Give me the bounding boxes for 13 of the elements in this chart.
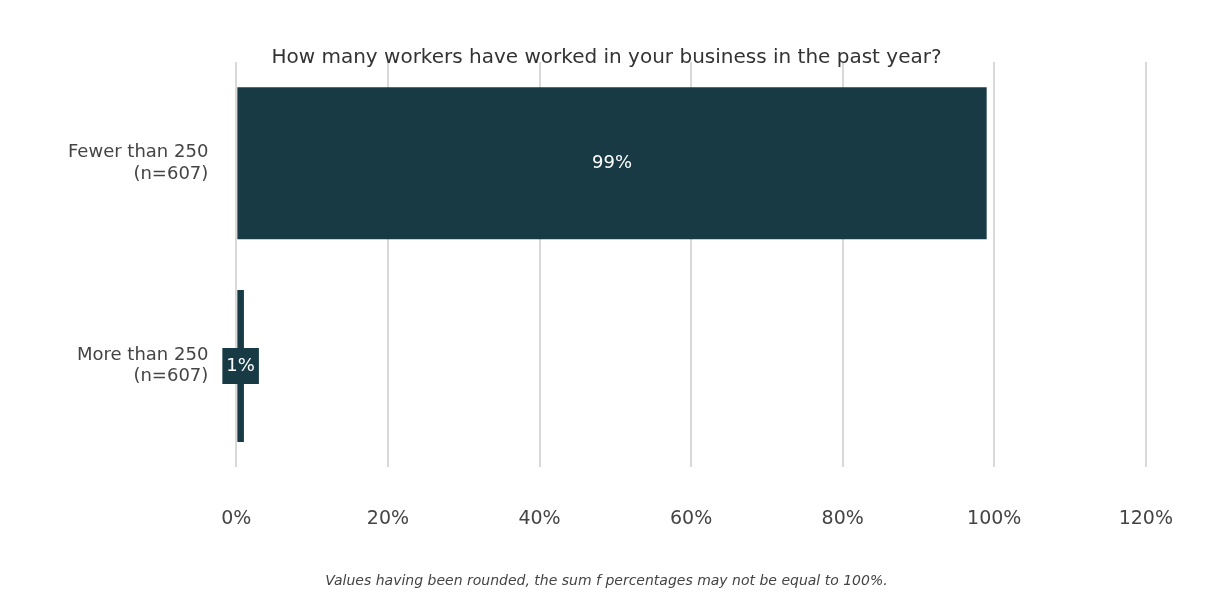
x-tick-label: 20% <box>366 505 410 528</box>
x-tick-label: 120% <box>1118 505 1173 528</box>
data-label: 1% <box>226 353 255 375</box>
y-tick-label: Fewer than 250 (n=607) <box>68 140 209 183</box>
x-tick-label: 100% <box>967 505 1022 528</box>
x-tick-label: 60% <box>669 505 713 528</box>
data-label: 99% <box>592 150 633 172</box>
chart-title: How many workers have worked in your business in the past year? <box>270 44 943 68</box>
y-tick-label: More than 250 (n=607) <box>77 342 209 386</box>
x-tick-label: 40% <box>518 505 561 528</box>
text: Values having been rounded, the sum f percentages may not be equal to 100%. <box>324 572 889 588</box>
x-tick-label: 80% <box>821 505 864 528</box>
x-tick-label: 0% <box>221 505 252 528</box>
